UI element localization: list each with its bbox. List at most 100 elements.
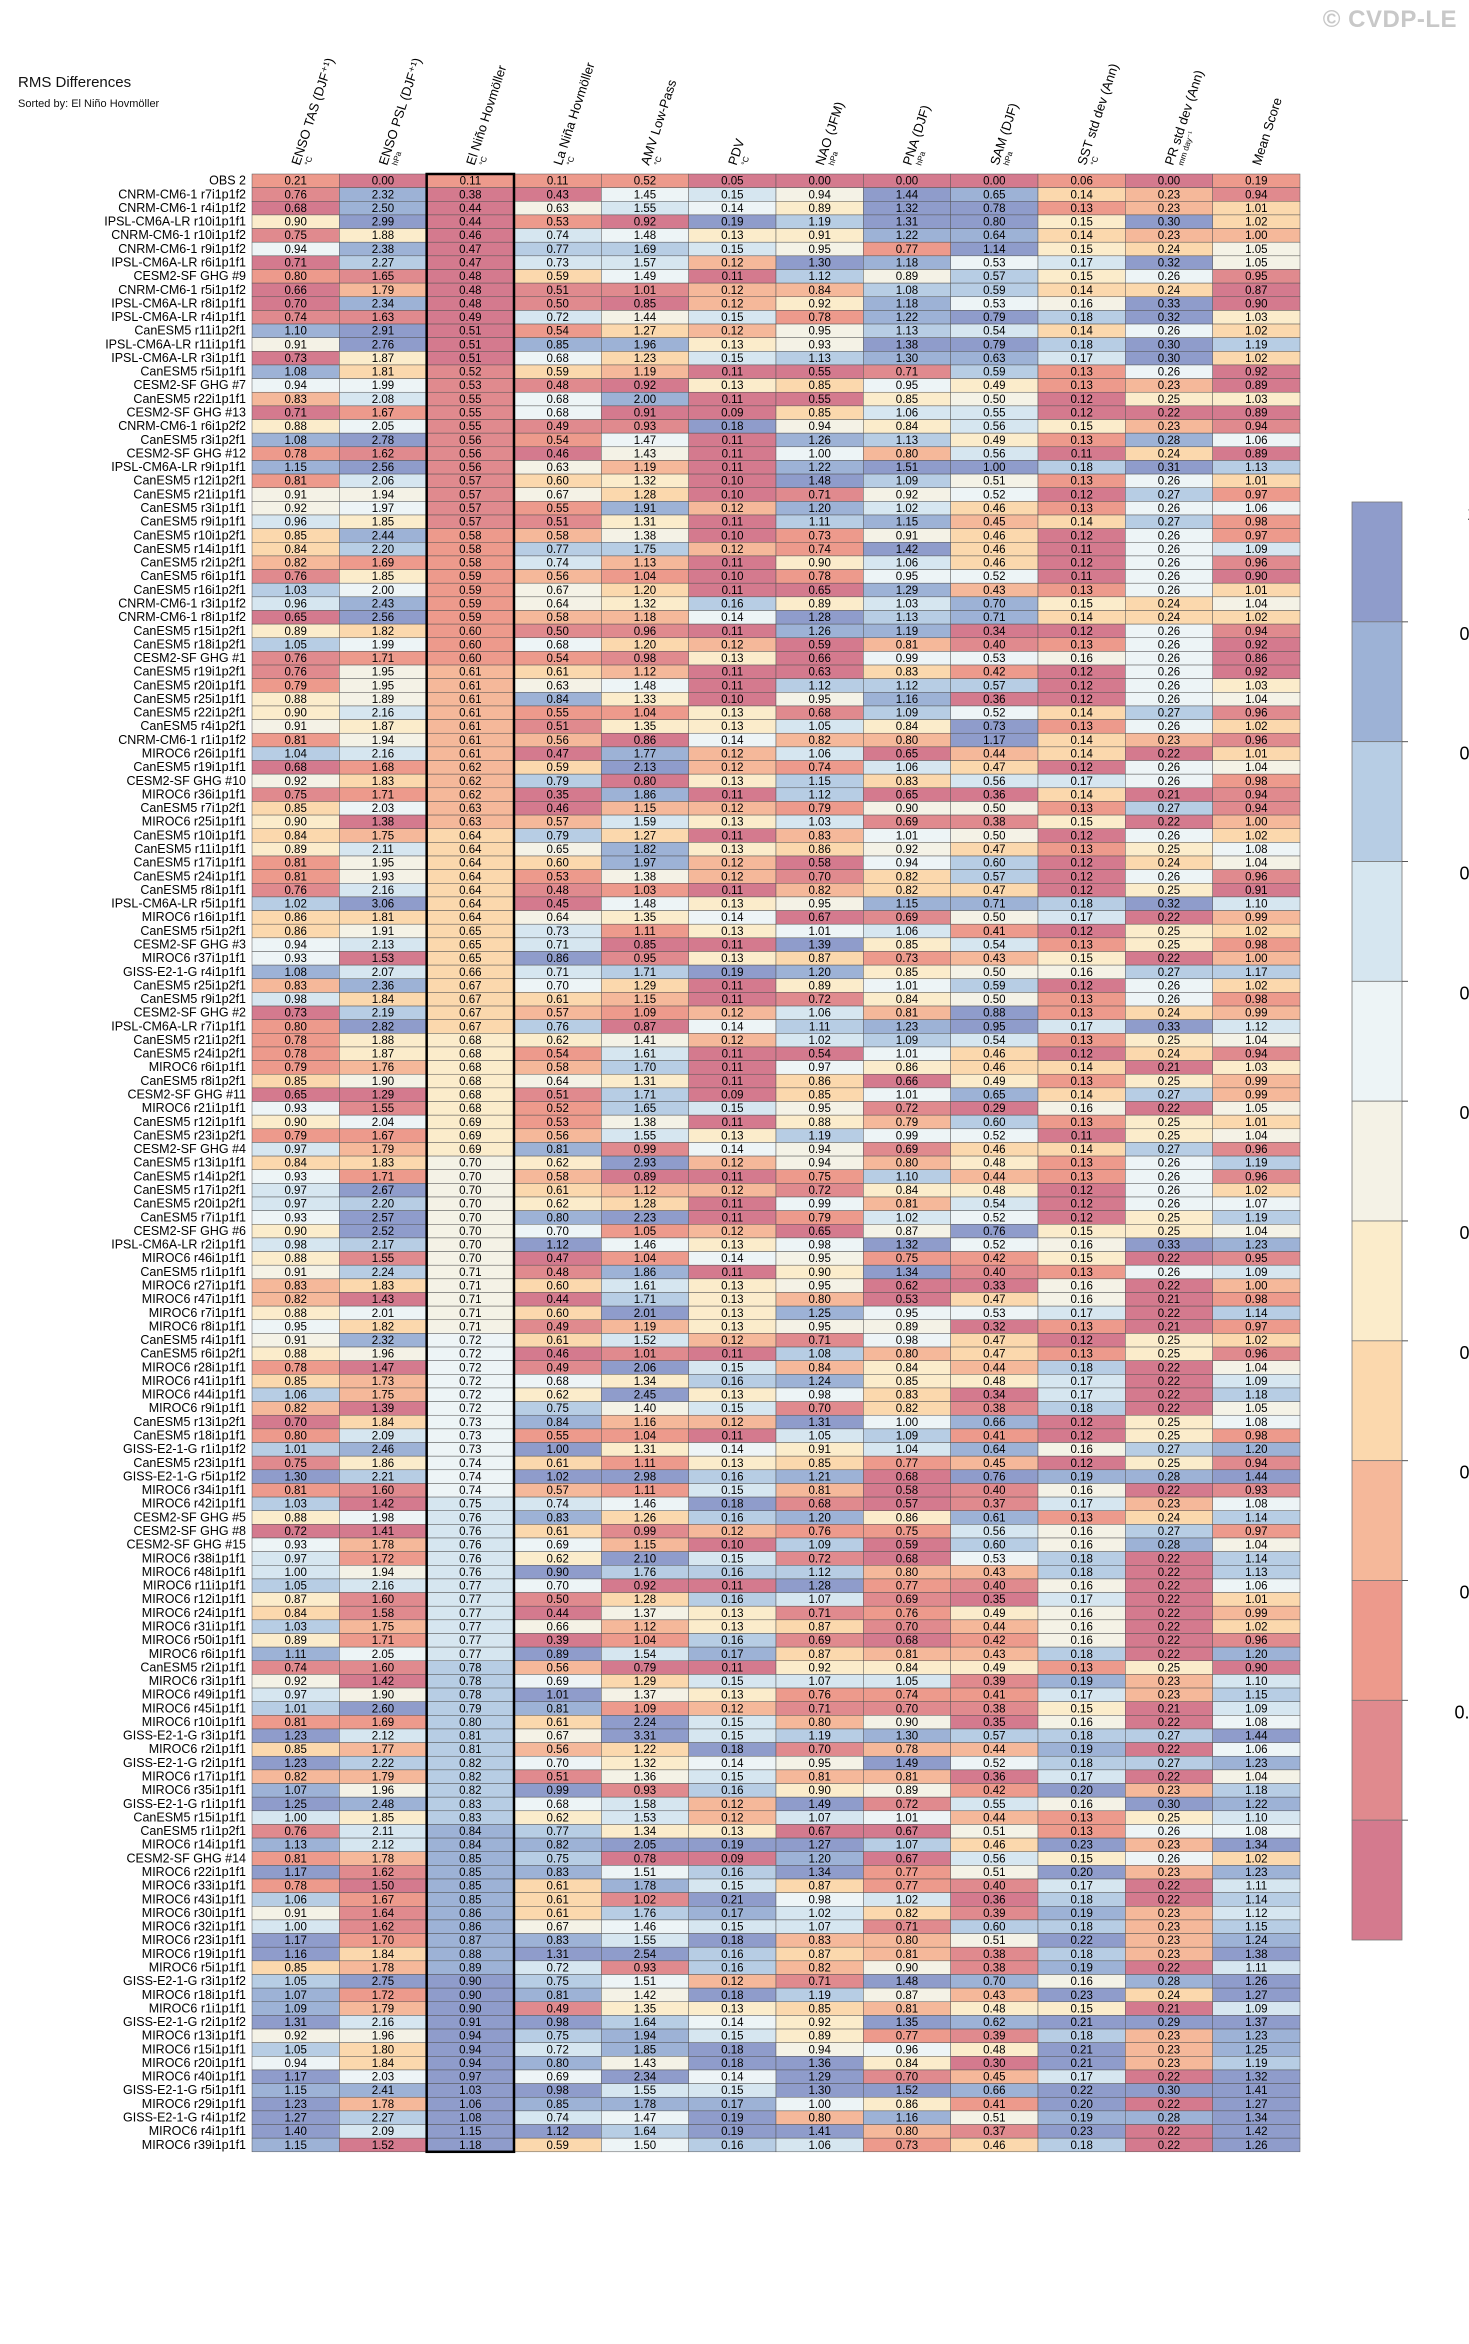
cell-value: 0.19 [721, 967, 743, 979]
cell-value: 1.40 [284, 2126, 306, 2138]
cell-value: 0.70 [546, 1581, 568, 1593]
cell-value: 0.13 [1070, 639, 1092, 651]
cell-value: 0.84 [896, 1185, 919, 1197]
cell-value: 0.75 [896, 1526, 918, 1538]
cell-value: 1.11 [634, 1485, 656, 1497]
cell-value: 0.12 [1070, 1199, 1092, 1211]
cell-value: 0.98 [634, 653, 656, 665]
cell-value: 0.13 [721, 1390, 743, 1402]
cell-value: 1.79 [372, 285, 394, 297]
cell-value: 0.20 [1070, 2099, 1092, 2111]
cell-value: 0.58 [546, 1062, 568, 1074]
cell-value: 0.72 [284, 1526, 306, 1538]
cell-value: 0.30 [1158, 353, 1180, 365]
cell-value: 0.86 [896, 1512, 918, 1524]
cell-value: 0.15 [1070, 598, 1092, 610]
cell-value: 1.42 [372, 1676, 394, 1688]
cell-value: 0.95 [808, 899, 830, 911]
cell-value: 0.85 [284, 530, 306, 542]
cell-value: 0.69 [896, 912, 918, 924]
cell-value: 0.15 [721, 353, 743, 365]
cell-value: 0.59 [896, 1540, 918, 1552]
cell-value: 0.38 [983, 1703, 1005, 1715]
row-label: MIROC6 r30i1p1f1 [142, 1906, 246, 1920]
cell-value: 0.15 [1070, 217, 1092, 229]
cell-value: 0.97 [1245, 489, 1267, 501]
cell-value: 0.19 [1245, 176, 1267, 188]
row-label: CanESM5 r8i1p1f1 [140, 883, 246, 897]
cell-value: 1.03 [284, 1621, 306, 1633]
cell-value: 0.99 [1245, 1076, 1267, 1088]
cell-value: 1.09 [896, 708, 918, 720]
cell-value: 0.12 [721, 1799, 743, 1811]
cell-value: 0.74 [546, 2113, 569, 2125]
cell-value: 0.80 [896, 1349, 918, 1361]
cell-value: 2.01 [634, 1308, 656, 1320]
cell-value: 0.16 [1070, 1799, 1092, 1811]
cell-value: 0.76 [546, 1021, 568, 1033]
cell-value: 0.26 [1158, 476, 1180, 488]
cell-value: 1.16 [896, 2113, 918, 2125]
cell-value: 1.13 [634, 558, 656, 570]
cell-value: 0.85 [634, 939, 656, 951]
cell-value: 1.00 [983, 462, 1005, 474]
cell-value: 1.25 [808, 1308, 830, 1320]
cell-value: 0.23 [1158, 1867, 1180, 1879]
cell-value: 0.87 [459, 1935, 481, 1947]
cell-value: 0.76 [459, 1512, 481, 1524]
cell-value: 0.84 [896, 994, 919, 1006]
cell-value: 0.12 [721, 1335, 743, 1347]
row-label: CanESM5 r10i1p2f1 [133, 528, 246, 542]
cell-value: 0.64 [459, 912, 482, 924]
cell-value: 0.79 [983, 312, 1005, 324]
cell-value: 0.74 [459, 1458, 482, 1470]
cell-value: 0.86 [1245, 653, 1267, 665]
cell-value: 1.44 [1245, 1731, 1268, 1743]
cell-value: 0.22 [1158, 1253, 1180, 1265]
cell-value: 1.41 [372, 1526, 394, 1538]
cell-value: 0.16 [721, 2140, 743, 2152]
cell-value: 0.68 [459, 1076, 481, 1088]
cell-value: 0.17 [721, 2099, 743, 2111]
cell-value: 0.94 [284, 2058, 307, 2070]
cell-value: 0.87 [808, 1649, 830, 1661]
cell-value: 0.95 [983, 1021, 1005, 1033]
row-label: MIROC6 r33i1p1f1 [142, 1879, 246, 1893]
cell-value: 0.94 [284, 939, 307, 951]
cell-value: 1.50 [372, 1881, 394, 1893]
cell-value: 0.52 [983, 571, 1005, 583]
cell-value: 0.12 [1070, 394, 1092, 406]
cell-value: 0.85 [459, 1853, 481, 1865]
cell-value: 0.73 [983, 721, 1005, 733]
cell-value: 1.75 [372, 830, 394, 842]
cell-value: 1.08 [1245, 1499, 1267, 1511]
cell-value: 1.21 [808, 1471, 830, 1483]
cell-value: 0.31 [1158, 462, 1180, 474]
cell-value: 1.03 [284, 1499, 306, 1511]
cell-value: 0.81 [284, 735, 306, 747]
cell-value: 0.50 [983, 994, 1005, 1006]
row-label: CanESM5 r4i1p1f1 [140, 1333, 246, 1347]
cell-value: 1.76 [634, 1908, 656, 1920]
cell-value: 0.83 [546, 1935, 568, 1947]
row-label: MIROC6 r12i1p1f1 [142, 1592, 246, 1606]
cell-value: 1.02 [1245, 1185, 1267, 1197]
cell-value: 1.48 [808, 476, 830, 488]
cell-value: 0.51 [546, 721, 568, 733]
column-unit: °C [1089, 155, 1100, 167]
cell-value: 0.13 [721, 721, 743, 733]
cell-value: 0.47 [983, 762, 1005, 774]
cell-value: 1.09 [284, 2003, 306, 2015]
cell-value: 0.15 [1070, 244, 1092, 256]
cell-value: 0.81 [546, 1703, 568, 1715]
row-label: MIROC6 r6i1p1f1 [149, 1647, 246, 1661]
cell-value: 0.68 [808, 708, 830, 720]
cell-value: 0.71 [808, 1608, 830, 1620]
cell-value: 0.88 [983, 1008, 1005, 1020]
cell-value: 0.84 [896, 2058, 919, 2070]
cell-value: 0.79 [284, 1130, 306, 1142]
cell-value: 0.19 [1070, 1676, 1092, 1688]
cell-value: 1.06 [808, 2140, 830, 2152]
cell-value: 1.55 [634, 1935, 656, 1947]
cell-value: 0.24 [1158, 1990, 1181, 2002]
